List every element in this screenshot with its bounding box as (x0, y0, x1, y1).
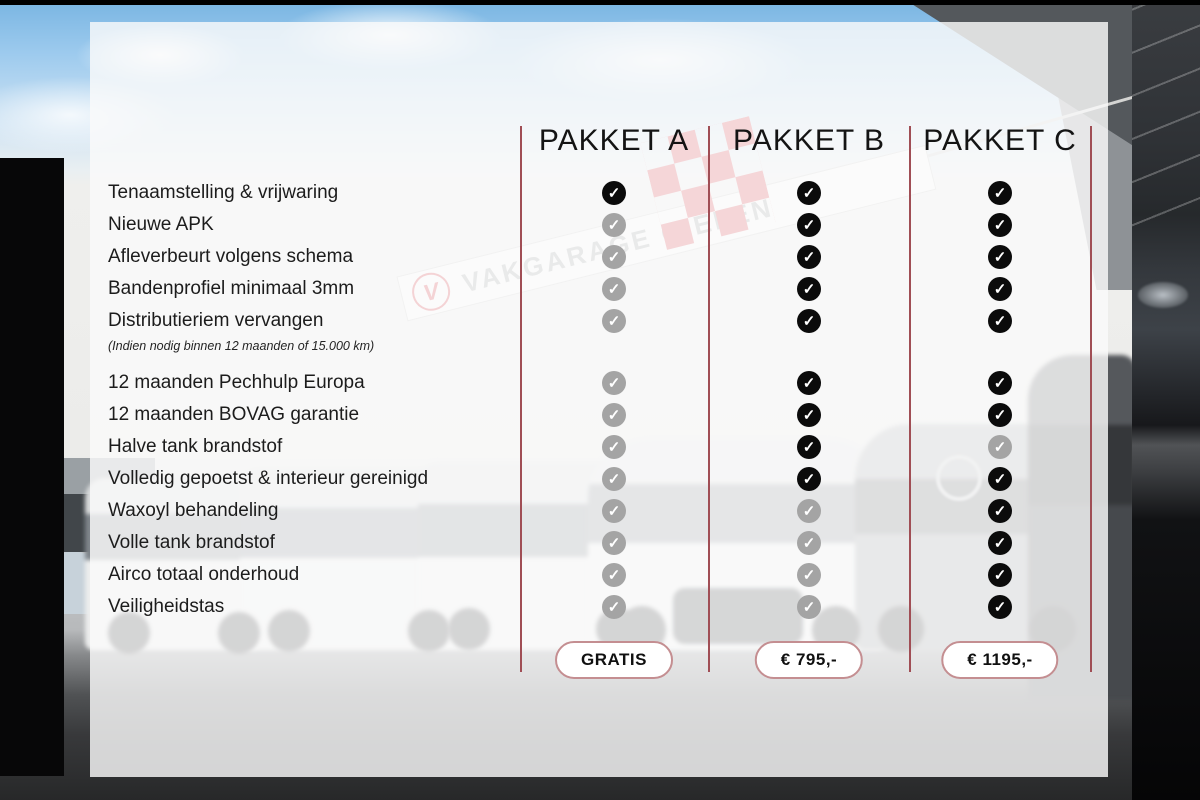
check-excluded-icon: ✓ (797, 531, 821, 555)
check-included-icon: ✓ (797, 435, 821, 459)
check-excluded-icon: ✓ (602, 499, 626, 523)
check-excluded-icon: ✓ (602, 213, 626, 237)
check-included-icon: ✓ (988, 563, 1012, 587)
check-excluded-icon: ✓ (602, 435, 626, 459)
feature-row: Volledig gepoetst & interieur gereinigd ✓… (108, 463, 1104, 495)
package-header-c: PAKKET C (923, 124, 1077, 157)
check-included-icon: ✓ (988, 181, 1012, 205)
check-included-icon: ✓ (797, 213, 821, 237)
check-excluded-icon: ✓ (602, 595, 626, 619)
feature-row: Volle tank brandstof ✓ ✓ ✓ (108, 527, 1104, 559)
price-button-a[interactable]: GRATIS (555, 641, 673, 679)
column-divider-line (909, 126, 911, 672)
feature-label: Volledig gepoetst & interieur gereinigd (108, 468, 429, 489)
feature-row: Veiligheidstas ✓ ✓ ✓ (108, 591, 1104, 623)
check-excluded-icon: ✓ (602, 277, 626, 301)
feature-note: (Indien nodig binnen 12 maanden of 15.00… (108, 339, 375, 353)
column-divider-line (708, 126, 710, 672)
check-excluded-icon: ✓ (988, 435, 1012, 459)
check-excluded-icon: ✓ (602, 371, 626, 395)
feature-label: 12 maanden Pechhulp Europa (108, 372, 365, 393)
feature-label: Waxoyl behandeling (108, 500, 279, 521)
check-included-icon: ✓ (797, 467, 821, 491)
check-included-icon: ✓ (988, 277, 1012, 301)
check-excluded-icon: ✓ (797, 595, 821, 619)
feature-row: 12 maanden BOVAG garantie ✓ ✓ ✓ (108, 399, 1104, 431)
check-included-icon: ✓ (797, 309, 821, 333)
package-header-a: PAKKET A (538, 124, 690, 157)
feature-row: 12 maanden Pechhulp Europa ✓ ✓ ✓ (108, 367, 1104, 399)
feature-row: Tenaamstelling & vrijwaring ✓ ✓ ✓ (108, 177, 1104, 209)
check-included-icon: ✓ (988, 531, 1012, 555)
feature-row: Afleverbeurt volgens schema ✓ ✓ ✓ (108, 241, 1104, 273)
package-header-b: PAKKET B (733, 124, 885, 157)
check-included-icon: ✓ (602, 181, 626, 205)
car-headlight (1138, 282, 1188, 308)
check-excluded-icon: ✓ (602, 563, 626, 587)
check-excluded-icon: ✓ (602, 309, 626, 333)
check-included-icon: ✓ (988, 467, 1012, 491)
feature-label: Nieuwe APK (108, 214, 214, 235)
feature-row: Bandenprofiel minimaal 3mm ✓ ✓ ✓ (108, 273, 1104, 305)
column-divider-line (520, 126, 522, 672)
check-excluded-icon: ✓ (797, 563, 821, 587)
right-dark-edge (1132, 0, 1200, 800)
check-included-icon: ✓ (797, 403, 821, 427)
check-included-icon: ✓ (797, 371, 821, 395)
feature-row: Distributieriem vervangen ✓ ✓ ✓ (108, 305, 1104, 337)
check-included-icon: ✓ (988, 595, 1012, 619)
feature-row: Halve tank brandstof ✓ ✓ ✓ (108, 431, 1104, 463)
feature-row: Nieuwe APK ✓ ✓ ✓ (108, 209, 1104, 241)
check-included-icon: ✓ (797, 245, 821, 269)
check-included-icon: ✓ (988, 499, 1012, 523)
check-included-icon: ✓ (988, 403, 1012, 427)
check-excluded-icon: ✓ (797, 499, 821, 523)
feature-label: 12 maanden BOVAG garantie (108, 404, 360, 425)
check-included-icon: ✓ (988, 213, 1012, 237)
left-dark-edge (0, 158, 64, 776)
feature-label: Distributieriem vervangen (108, 310, 324, 331)
check-included-icon: ✓ (988, 309, 1012, 333)
check-included-icon: ✓ (988, 245, 1012, 269)
feature-label: Bandenprofiel minimaal 3mm (108, 278, 355, 299)
feature-rows: Tenaamstelling & vrijwaring ✓ ✓ ✓ Nieuwe APK… (108, 177, 1104, 623)
check-included-icon: ✓ (797, 181, 821, 205)
check-excluded-icon: ✓ (602, 467, 626, 491)
check-excluded-icon: ✓ (602, 531, 626, 555)
check-included-icon: ✓ (797, 277, 821, 301)
feature-row: Waxoyl behandeling ✓ ✓ ✓ (108, 495, 1104, 527)
feature-label: Halve tank brandstof (108, 436, 283, 457)
column-divider-line (1090, 126, 1092, 672)
check-excluded-icon: ✓ (602, 403, 626, 427)
price-button-c[interactable]: € 1195,- (941, 641, 1059, 679)
feature-label: Volle tank brandstof (108, 532, 275, 553)
feature-label: Tenaamstelling & vrijwaring (108, 182, 339, 203)
feature-label: Afleverbeurt volgens schema (108, 246, 354, 267)
check-included-icon: ✓ (988, 371, 1012, 395)
feature-row: Airco totaal onderhoud ✓ ✓ ✓ (108, 559, 1104, 591)
check-excluded-icon: ✓ (602, 245, 626, 269)
feature-label: Veiligheidstas (108, 596, 225, 617)
top-black-bar (0, 0, 1200, 5)
price-button-b[interactable]: € 795,- (754, 641, 864, 679)
feature-label: Airco totaal onderhoud (108, 564, 300, 585)
